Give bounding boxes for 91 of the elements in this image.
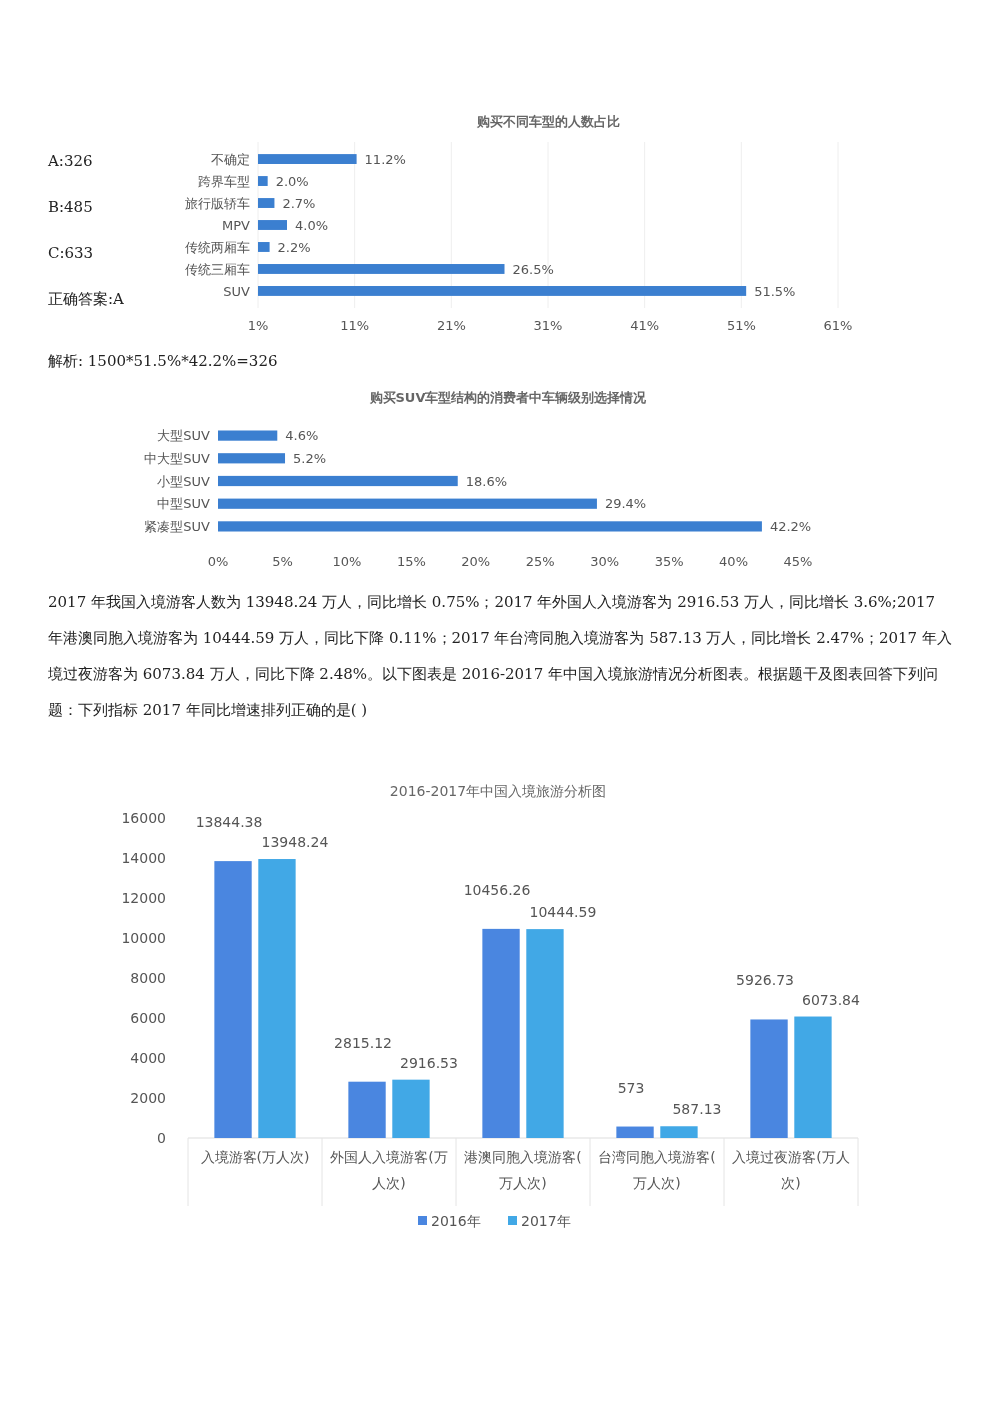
x-tick-label: 10%	[332, 554, 362, 569]
y-tick-label: 不确定	[211, 151, 250, 167]
y-tick-label: 2000	[130, 1089, 166, 1106]
bar	[526, 929, 564, 1138]
data-label: 587.13	[672, 1101, 722, 1118]
data-label: 2.2%	[277, 239, 311, 255]
y-tick-label: 16000	[121, 809, 166, 826]
data-label: 26.5%	[512, 261, 554, 277]
x-tick-label: 入境过夜游客(万人次)	[732, 1149, 850, 1191]
data-label: 2.0%	[275, 173, 309, 189]
data-label: 13844.38	[195, 814, 263, 831]
legend-label: 2016年	[431, 1212, 481, 1229]
data-label: 10456.26	[463, 881, 531, 898]
y-tick-label: 中型SUV	[157, 496, 211, 512]
x-tick-label: 5%	[272, 554, 293, 569]
x-tick-label: 41%	[630, 318, 660, 333]
chart-title: 购买SUV车型结构的消费者中车辆级别选择情况	[368, 390, 648, 405]
bar	[214, 861, 252, 1138]
chart-title: 2016-2017年中国入境旅游分析图	[389, 783, 607, 799]
data-label: 4.0%	[295, 217, 329, 233]
x-tick-label: 20%	[461, 554, 491, 569]
data-label: 42.2%	[769, 518, 812, 534]
y-tick-label: 14000	[121, 849, 166, 866]
x-tick-label: 入境游客(万人次)	[200, 1149, 310, 1165]
bar	[794, 1016, 832, 1138]
y-tick-label: 8000	[130, 969, 166, 986]
y-tick-label: 跨界车型	[198, 173, 250, 189]
x-tick-label: 外国人入境游客(万人次)	[330, 1149, 448, 1191]
x-tick-label: 40%	[719, 554, 749, 569]
y-tick-label: 传统三厢车	[185, 261, 250, 277]
text: C:633	[48, 243, 95, 264]
x-tick-label: 港澳同胞入境游客(万人次)	[464, 1149, 582, 1191]
bar	[218, 430, 278, 441]
x-tick-label: 51%	[726, 318, 756, 333]
bar	[258, 859, 296, 1138]
y-tick-label: 传统两厢车	[185, 239, 250, 255]
data-label: 2.7%	[282, 195, 316, 211]
data-label: 5926.73	[736, 972, 794, 989]
x-tick-label: 1%	[247, 318, 269, 333]
bar	[218, 521, 762, 532]
text: 2017 年我国入境游客人数为 13948.24 万人，同比增长 0.75%；2017 年外国人入境游客为 2916.53 万人，同比增长 3.6%;2017 年港澳同胞入境游客为 10444.59 万人，同比下降 0.11%；2017 年台湾同胞入境游客为 587.13 万人，同比增长 2.47%；2017 年入境过夜游客为 6073.84 万人，同比下降 2.48%。以下图表是 2016-2017 年中国入境旅游情况分析图表。根据题干及图表回答下列问题：下列指标 2017 年同比增速排列正确的是( )	[48, 593, 952, 719]
x-tick-label: 11%	[340, 318, 370, 333]
y-tick-label: SUV	[223, 283, 251, 299]
y-tick-label: 6000	[130, 1009, 166, 1026]
y-tick-label: 4000	[130, 1049, 166, 1066]
bar	[750, 1019, 788, 1138]
bar	[348, 1081, 386, 1138]
y-tick-label: 紧凑型SUV	[144, 518, 211, 534]
x-tick-label: 30%	[590, 554, 620, 569]
data-label: 11.2%	[364, 151, 406, 167]
y-tick-label: 10000	[121, 929, 166, 946]
text: 解析: 1500*51.5%*42.2%=326	[48, 351, 279, 372]
data-label: 13948.24	[261, 834, 329, 851]
x-tick-label: 台湾同胞入境游客(万人次)	[598, 1149, 716, 1191]
x-tick-label: 0%	[207, 554, 229, 569]
bar	[660, 1126, 698, 1138]
text: B:485	[48, 197, 94, 218]
data-label: 6073.84	[802, 991, 860, 1008]
data-label: 2815.12	[334, 1034, 392, 1051]
y-tick-label: 中大型SUV	[144, 450, 211, 466]
bar	[482, 928, 520, 1138]
x-tick-label: 61%	[823, 318, 853, 333]
bar	[218, 475, 458, 487]
y-tick-label: 大型SUV	[157, 428, 211, 444]
y-tick-label: 0	[157, 1129, 166, 1146]
x-tick-label: 15%	[396, 554, 426, 569]
data-label: 51.5%	[754, 283, 796, 299]
data-label: 5.2%	[293, 450, 327, 466]
text: A:326	[48, 151, 94, 172]
data-label: 4.6%	[285, 428, 319, 444]
chart-title: 购买不同车型的人数占比	[475, 114, 620, 129]
x-tick-label: 35%	[654, 554, 684, 569]
data-label: 29.4%	[604, 496, 647, 512]
legend-label: 2017年	[521, 1212, 571, 1229]
x-tick-label: 45%	[783, 554, 813, 569]
y-tick-label: 12000	[121, 889, 166, 906]
bar	[616, 1126, 654, 1138]
data-label: 2916.53	[400, 1054, 458, 1071]
bar	[392, 1079, 430, 1138]
text: 正确答案:A	[48, 289, 125, 310]
x-tick-label: 25%	[525, 554, 555, 569]
bar	[218, 453, 286, 464]
x-tick-label: 31%	[533, 318, 563, 333]
data-label: 10444.59	[529, 904, 597, 921]
x-tick-label: 21%	[436, 318, 466, 333]
y-tick-label: 小型SUV	[157, 473, 211, 489]
y-tick-label: 旅行版轿车	[185, 195, 250, 211]
data-label: 18.6%	[465, 473, 508, 489]
y-tick-label: MPV	[222, 217, 251, 233]
bar	[218, 498, 597, 509]
data-label: 573	[617, 1079, 645, 1096]
